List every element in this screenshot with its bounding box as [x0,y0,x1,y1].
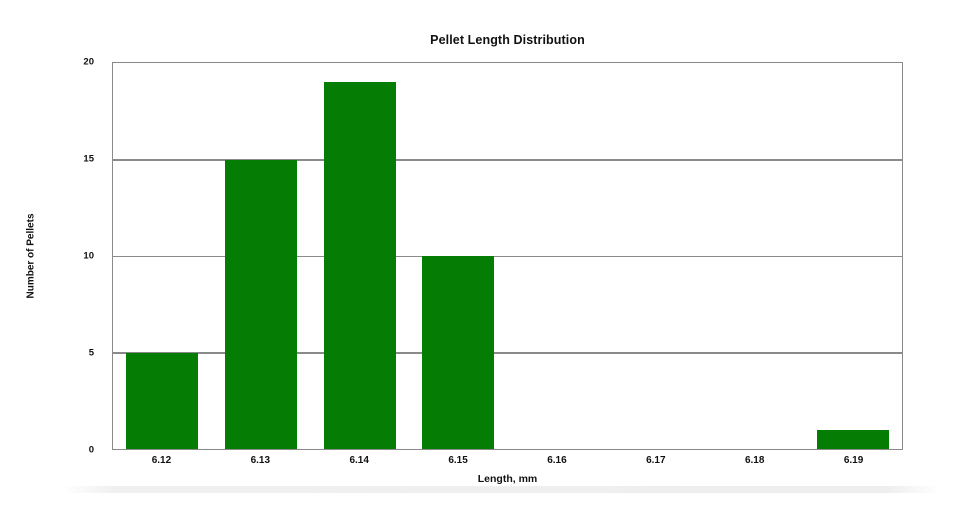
bar-slot-6.17 [606,63,705,449]
x-tick-label-6.19: 6.19 [843,455,864,466]
bar-6.13 [224,159,297,449]
gridline-5 [113,352,902,354]
bottom-edge-shadow [62,486,940,493]
x-tick-label-6.17: 6.17 [646,455,666,466]
x-tick-label-6.12: 6.12 [151,455,172,466]
gridline-15 [113,159,902,161]
bar-6.14 [323,82,396,449]
x-tick-label-6.15: 6.15 [448,455,468,466]
x-axis-ticks: 6.12 6.13 6.14 6.15 6.16 6.17 6.18 6.19 [112,455,903,466]
bar-slot-6.12 [113,63,212,449]
bars-layer [113,63,902,449]
x-tick-label-6.14: 6.14 [349,455,369,466]
y-tick-label-15: 15 [83,153,94,165]
bar-slot-6.15 [409,63,508,449]
y-axis-ticks: 0 5 10 15 20 [0,57,103,456]
grid-layer [113,63,902,449]
bar-6.19 [816,429,889,449]
x-tick-label-6.13: 6.13 [250,455,271,466]
x-tick-label-6.18: 6.18 [744,455,765,466]
chart-title: Pellet Length Distribution [430,33,585,47]
bar-slot-6.18 [705,63,804,449]
bar-6.15 [422,256,495,449]
y-tick-label-0: 0 [88,444,94,456]
bar-slot-6.13 [212,63,311,449]
bar-6.12 [126,352,199,449]
x-axis-title: Length, mm [477,473,538,485]
y-tick-label-20: 20 [83,56,94,68]
bar-slot-6.14 [310,63,409,449]
x-tick-label-6.16: 6.16 [547,455,567,466]
plot-area [112,62,903,450]
bar-slot-6.19 [803,63,902,449]
y-tick-label-10: 10 [83,250,94,262]
gridline-10 [113,255,902,257]
bar-slot-6.16 [508,63,607,449]
y-tick-label-5: 5 [88,347,94,359]
